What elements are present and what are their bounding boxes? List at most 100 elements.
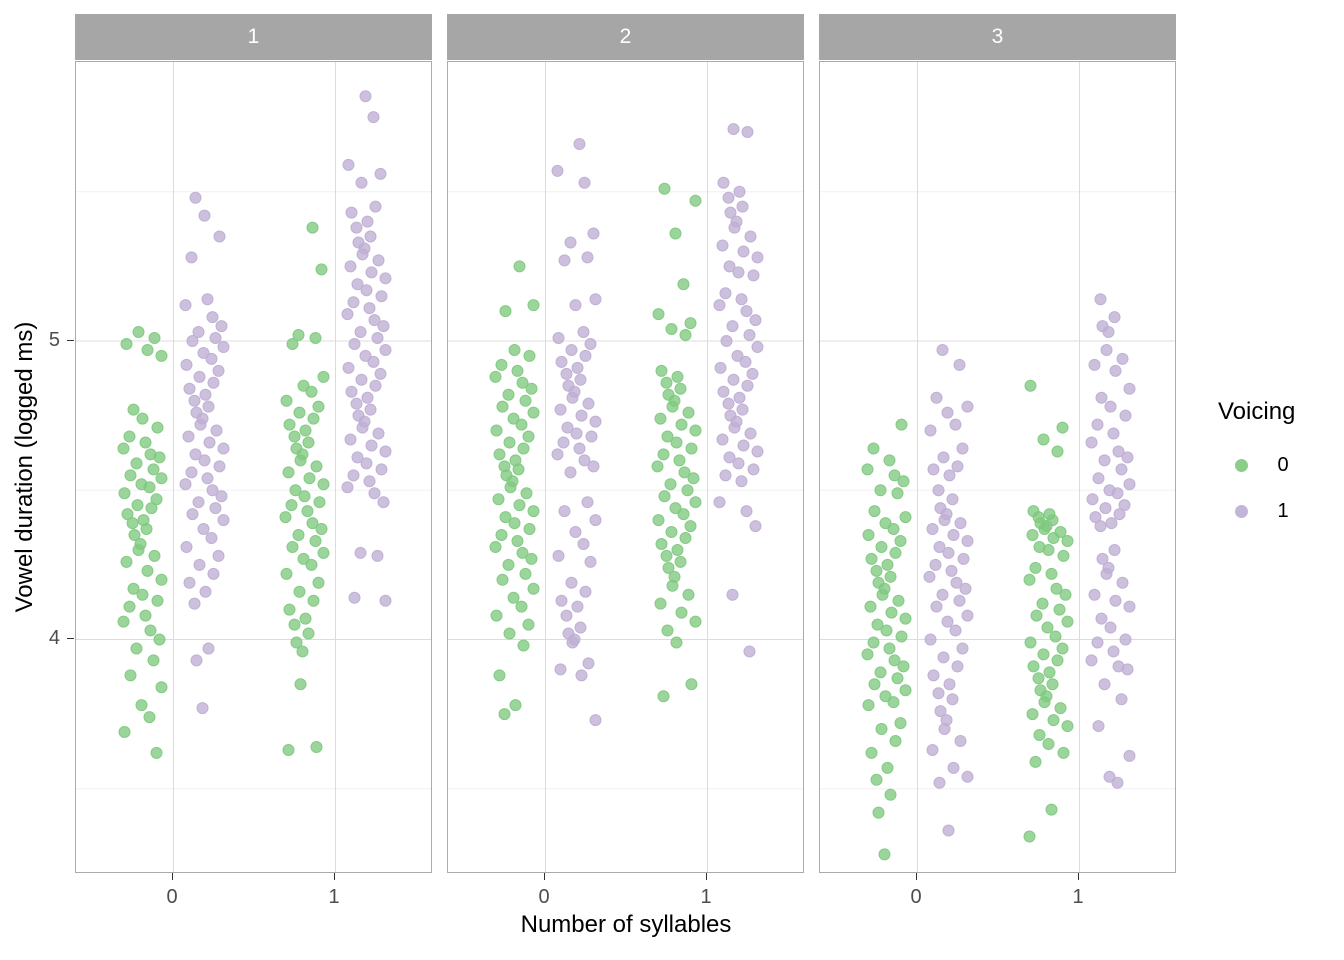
data-point-voicing-1 <box>348 337 361 350</box>
data-point-voicing-1 <box>938 723 951 736</box>
data-point-voicing-1 <box>926 743 939 756</box>
data-point-voicing-1 <box>1107 427 1120 440</box>
panel-canvas <box>820 62 1175 872</box>
data-point-voicing-1 <box>961 609 974 622</box>
data-point-voicing-0 <box>666 400 679 413</box>
data-point-voicing-0 <box>298 490 311 503</box>
data-point-voicing-1 <box>183 382 196 395</box>
data-point-voicing-1 <box>182 430 195 443</box>
data-point-voicing-1 <box>201 293 214 306</box>
data-point-voicing-0 <box>1029 755 1042 768</box>
data-point-voicing-1 <box>202 642 215 655</box>
data-point-voicing-1 <box>1121 451 1134 464</box>
data-point-voicing-0 <box>301 505 314 518</box>
data-point-voicing-0 <box>880 624 893 637</box>
data-point-voicing-1 <box>573 442 586 455</box>
data-point-voicing-0 <box>868 678 881 691</box>
data-point-voicing-1 <box>954 517 967 530</box>
data-point-voicing-0 <box>294 454 307 467</box>
data-point-voicing-1 <box>927 669 940 682</box>
data-point-voicing-0 <box>123 600 136 613</box>
data-point-voicing-0 <box>660 549 673 562</box>
data-point-voicing-1 <box>716 433 729 446</box>
data-point-voicing-0 <box>679 532 692 545</box>
data-point-voicing-0 <box>658 182 671 195</box>
data-point-voicing-0 <box>1037 648 1050 661</box>
data-point-voicing-0 <box>889 546 902 559</box>
data-point-voicing-1 <box>192 496 205 509</box>
data-point-voicing-1 <box>929 558 942 571</box>
data-point-voicing-1 <box>555 594 568 607</box>
data-point-voicing-1 <box>714 361 727 374</box>
data-point-voicing-1 <box>956 442 969 455</box>
data-point-voicing-1 <box>1085 654 1098 667</box>
data-point-voicing-0 <box>891 672 904 685</box>
data-point-voicing-0 <box>151 594 164 607</box>
y-tick-label-5: 5 <box>48 329 60 351</box>
data-point-voicing-1 <box>365 266 378 279</box>
data-point-voicing-1 <box>575 409 588 422</box>
data-point-voicing-0 <box>861 463 874 476</box>
data-point-voicing-1 <box>722 397 735 410</box>
data-point-voicing-1 <box>345 385 358 398</box>
data-point-voicing-1 <box>350 397 363 410</box>
data-point-voicing-1 <box>1098 678 1111 691</box>
data-point-voicing-0 <box>689 424 702 437</box>
data-point-voicing-0 <box>664 478 677 491</box>
data-point-voicing-1 <box>1108 311 1121 324</box>
data-point-voicing-0 <box>865 552 878 565</box>
data-point-voicing-1 <box>728 421 741 434</box>
data-point-voicing-0 <box>527 299 540 312</box>
y-tick-mark <box>67 638 74 639</box>
x-tick-mark <box>706 873 707 880</box>
data-point-voicing-1 <box>367 111 380 124</box>
data-point-voicing-0 <box>507 591 520 604</box>
data-point-voicing-1 <box>368 314 381 327</box>
data-point-voicing-0 <box>1057 746 1070 759</box>
data-point-voicing-1 <box>1091 418 1104 431</box>
data-point-voicing-0 <box>681 484 694 497</box>
data-point-voicing-0 <box>513 260 526 273</box>
data-point-voicing-0 <box>148 332 161 345</box>
data-point-voicing-0 <box>496 573 509 586</box>
data-point-voicing-1 <box>732 457 745 470</box>
data-point-voicing-0 <box>660 376 673 389</box>
data-point-voicing-1 <box>953 358 966 371</box>
data-point-voicing-0 <box>867 442 880 455</box>
data-point-voicing-1 <box>1123 749 1136 762</box>
data-point-voicing-0 <box>1029 561 1042 574</box>
data-point-voicing-0 <box>894 717 907 730</box>
data-point-voicing-0 <box>294 678 307 691</box>
data-point-voicing-0 <box>522 430 535 443</box>
data-point-voicing-0 <box>670 436 683 449</box>
data-point-voicing-1 <box>569 299 582 312</box>
data-point-voicing-0 <box>1037 433 1050 446</box>
data-point-voicing-0 <box>503 627 516 640</box>
data-point-voicing-1 <box>564 466 577 479</box>
data-point-voicing-0 <box>1042 737 1055 750</box>
data-point-voicing-1 <box>571 600 584 613</box>
data-point-voicing-1 <box>937 651 950 664</box>
data-point-voicing-0 <box>884 570 897 583</box>
data-point-voicing-1 <box>961 770 974 783</box>
data-point-voicing-0 <box>1059 588 1072 601</box>
data-point-voicing-1 <box>205 352 218 365</box>
data-point-voicing-1 <box>554 403 567 416</box>
data-point-voicing-0 <box>1046 678 1059 691</box>
data-point-voicing-0 <box>654 597 667 610</box>
data-point-voicing-0 <box>317 546 330 559</box>
data-point-voicing-1 <box>566 636 579 649</box>
y-axis-title: Vowel duration (logged ms) <box>11 321 38 613</box>
data-point-voicing-1 <box>743 645 756 658</box>
data-point-voicing-1 <box>374 367 387 380</box>
data-point-voicing-1 <box>196 702 209 715</box>
data-point-voicing-0 <box>884 788 897 801</box>
data-point-voicing-1 <box>375 463 388 476</box>
data-point-voicing-0 <box>306 517 319 530</box>
data-point-voicing-1 <box>557 436 570 449</box>
data-point-voicing-0 <box>519 394 532 407</box>
data-point-voicing-1 <box>577 537 590 550</box>
data-point-voicing-1 <box>735 293 748 306</box>
data-point-voicing-1 <box>579 349 592 362</box>
